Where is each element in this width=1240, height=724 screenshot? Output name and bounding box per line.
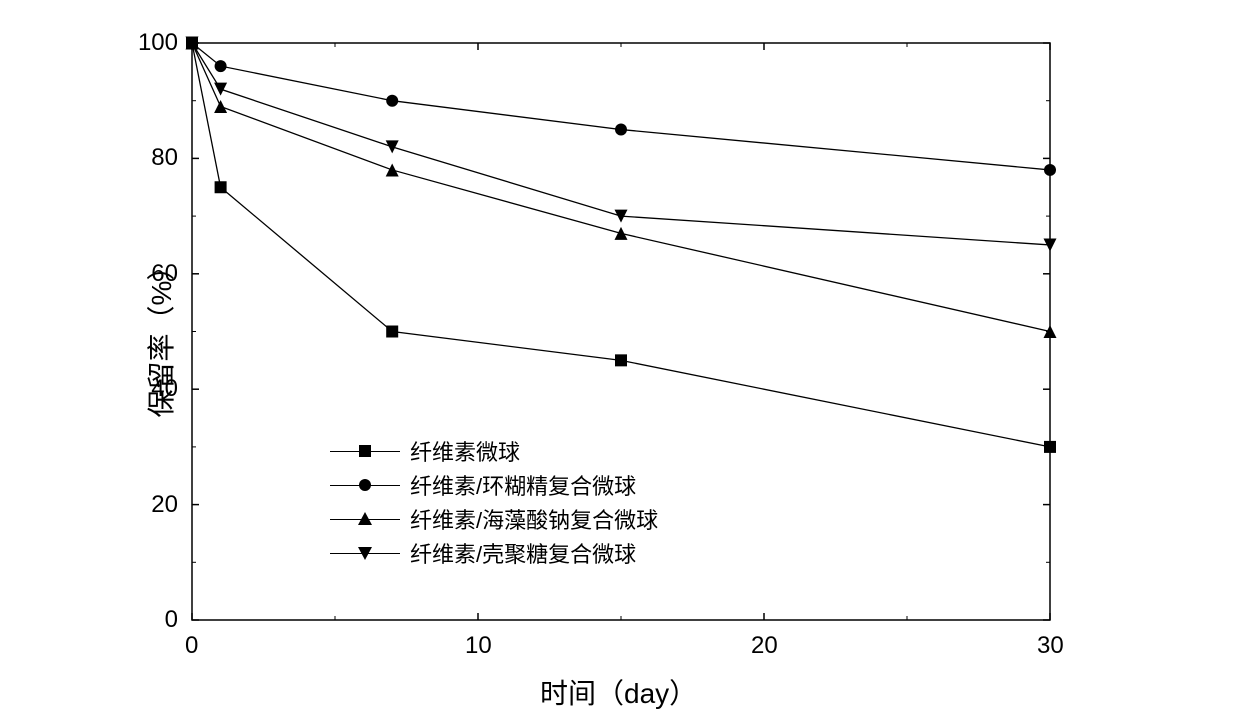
legend-label-s1: 纤维素微球 [410,435,520,467]
legend-label-s2: 纤维素/环糊精复合微球 [410,469,636,501]
y-tick-60: 60 [151,260,178,288]
y-tick-40: 40 [151,375,178,403]
triangle-up-marker-icon [357,511,373,527]
x-tick-20: 20 [751,632,778,660]
legend-swatch-s4 [330,545,400,561]
x-tick-0: 0 [185,632,198,660]
legend-item-s1: 纤维素微球 [330,434,658,468]
legend-swatch-s2 [330,477,400,493]
legend: 纤维素微球 纤维素/环糊精复合微球 纤维素/海藻酸钠复合微球 纤维素/壳聚糖复合… [330,434,658,570]
y-tick-0: 0 [165,606,178,634]
circle-marker-icon [357,477,373,493]
x-axis-label: 时间（day） [540,672,697,712]
chart-figure: 保留率（%） 时间（day） 0 20 40 60 80 100 0 10 20… [0,0,1240,724]
x-tick-10: 10 [465,632,492,660]
legend-label-s4: 纤维素/壳聚糖复合微球 [410,537,636,569]
legend-swatch-s3 [330,511,400,527]
legend-label-s3: 纤维素/海藻酸钠复合微球 [410,503,658,535]
triangle-down-marker-icon [357,545,373,561]
square-marker-icon [357,443,373,459]
y-tick-80: 80 [151,144,178,172]
legend-item-s2: 纤维素/环糊精复合微球 [330,468,658,502]
y-tick-20: 20 [151,491,178,519]
legend-swatch-s1 [330,443,400,459]
legend-item-s3: 纤维素/海藻酸钠复合微球 [330,502,658,536]
y-tick-100: 100 [138,29,178,57]
y-axis-label: 保留率（%） [140,215,180,455]
x-tick-30: 30 [1037,632,1064,660]
legend-item-s4: 纤维素/壳聚糖复合微球 [330,536,658,570]
chart-svg [0,0,1240,724]
